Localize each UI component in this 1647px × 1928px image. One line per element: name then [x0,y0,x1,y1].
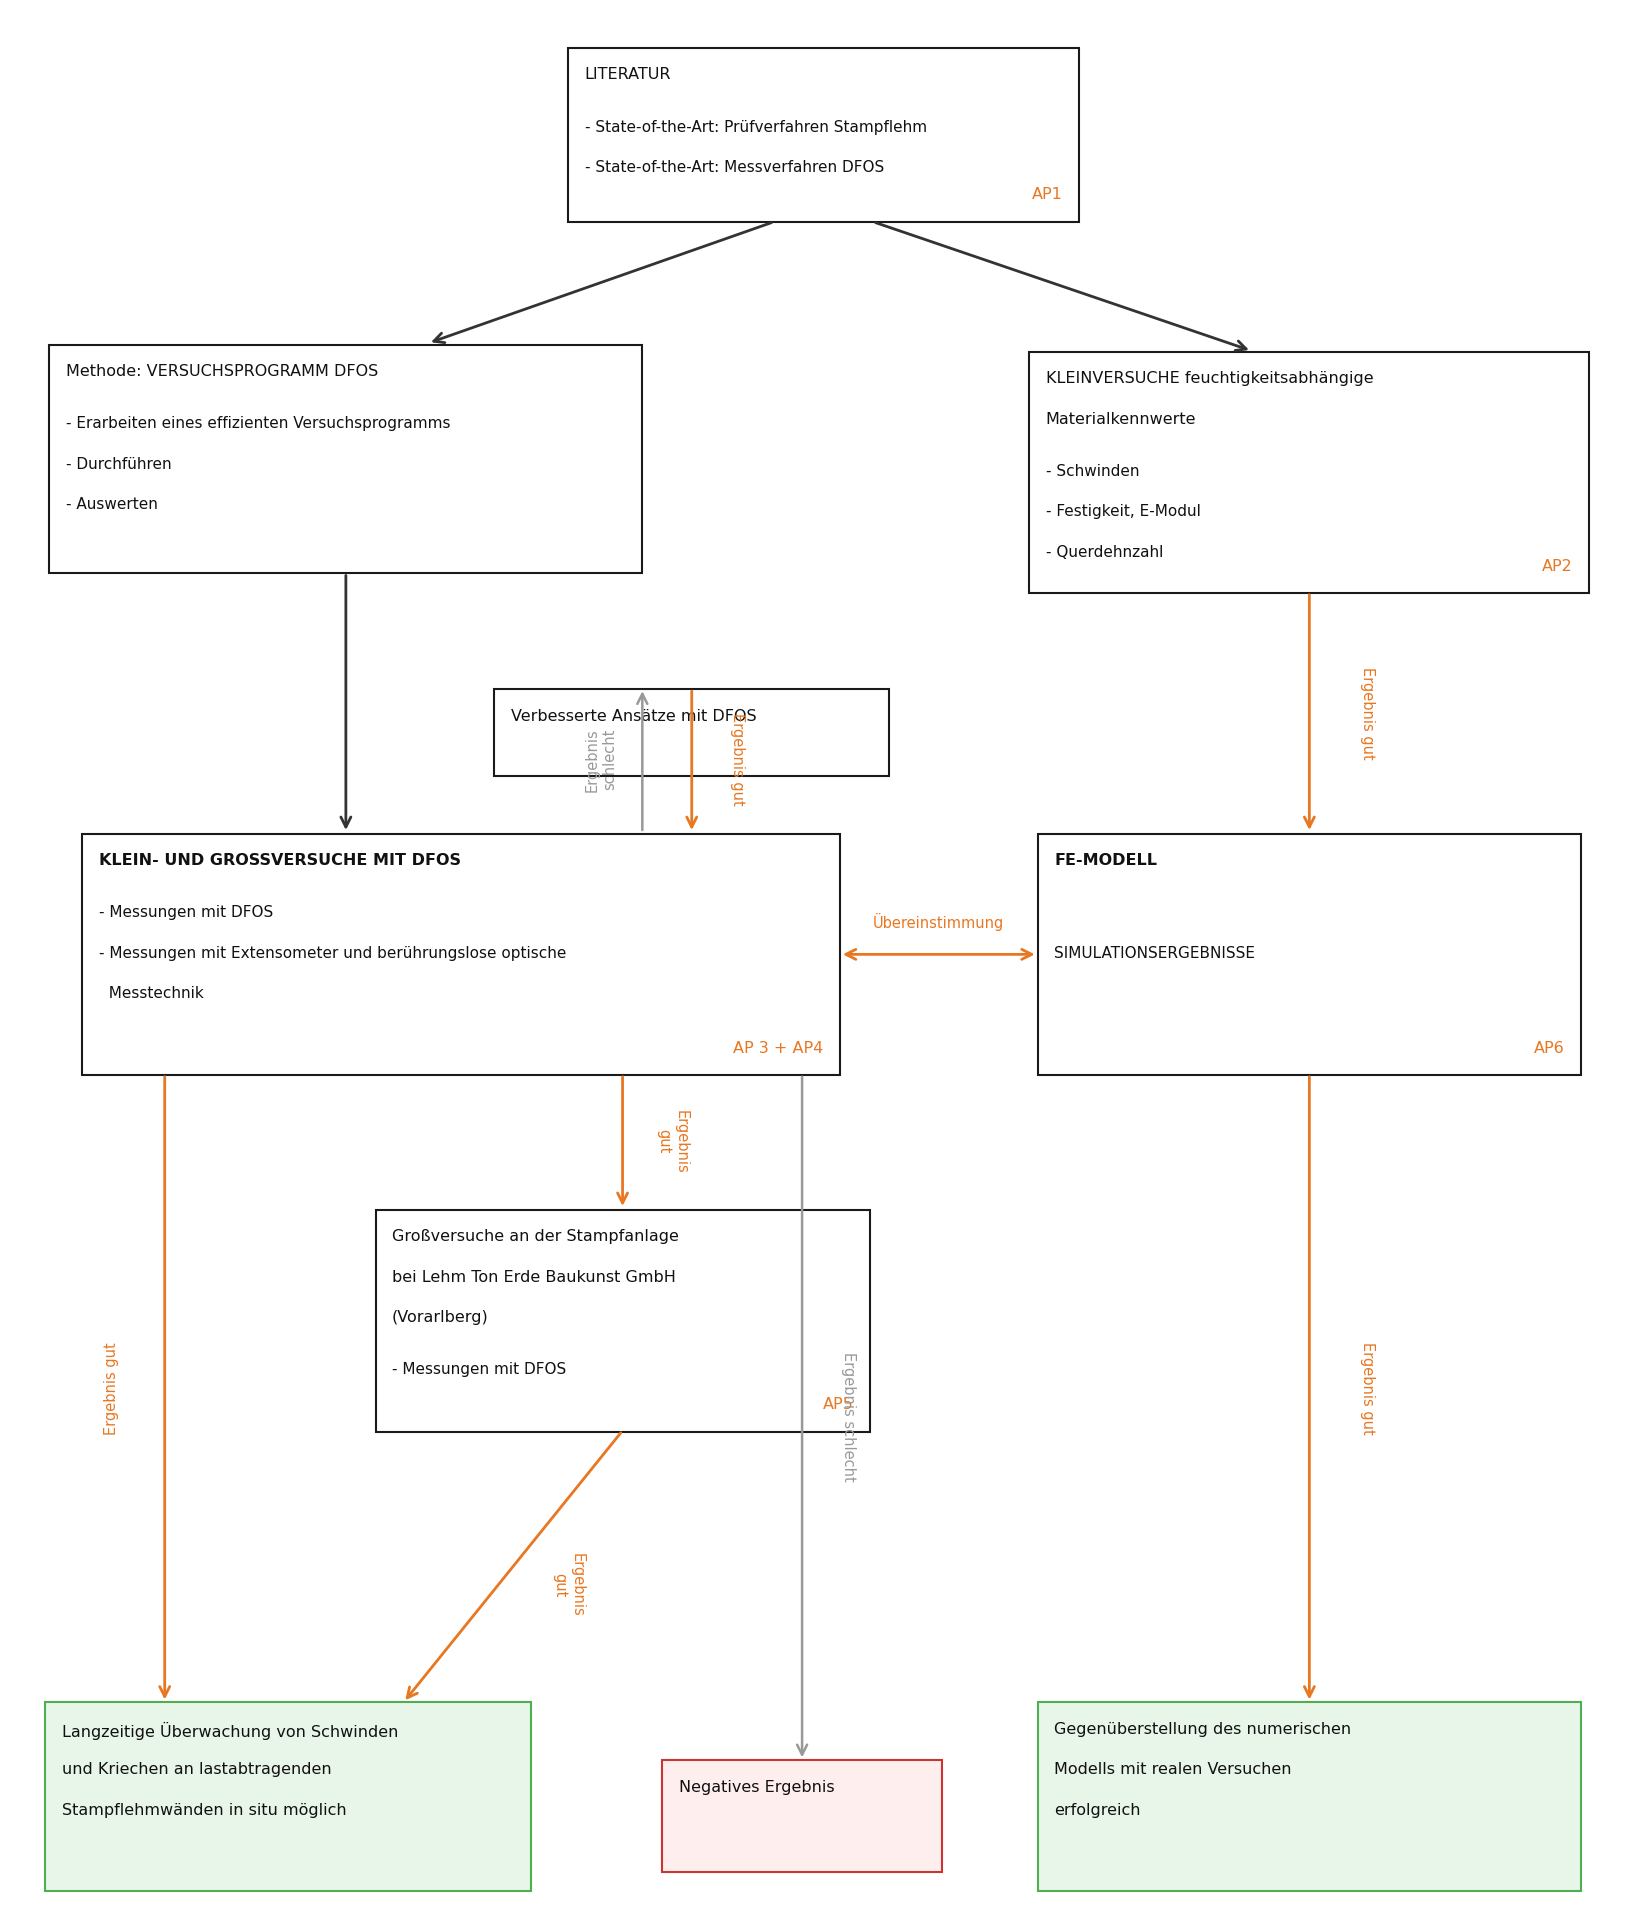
Text: FE-MODELL: FE-MODELL [1054,852,1158,868]
Text: erfolgreich: erfolgreich [1054,1803,1141,1818]
Text: Modells mit realen Versuchen: Modells mit realen Versuchen [1054,1762,1291,1778]
Text: - Querdehnzahl: - Querdehnzahl [1046,546,1163,559]
Text: bei Lehm Ton Erde Baukunst GmbH: bei Lehm Ton Erde Baukunst GmbH [392,1271,675,1284]
FancyBboxPatch shape [568,48,1079,222]
Text: - Durchführen: - Durchführen [66,457,171,472]
Text: - Messungen mit DFOS: - Messungen mit DFOS [392,1361,567,1377]
Text: Ergebnis gut: Ergebnis gut [730,713,746,806]
Text: KLEINVERSUCHE feuchtigkeitsabhängige: KLEINVERSUCHE feuchtigkeitsabhängige [1046,370,1374,386]
Text: AP1: AP1 [1031,187,1062,202]
Text: Übereinstimmung: Übereinstimmung [873,912,1005,931]
FancyBboxPatch shape [1029,351,1589,594]
Text: LITERATUR: LITERATUR [585,67,672,83]
Text: und Kriechen an lastabtragenden: und Kriechen an lastabtragenden [63,1762,331,1778]
Text: Verbesserte Ansätze mit DFOS: Verbesserte Ansätze mit DFOS [511,708,756,723]
Text: - Erarbeiten eines effizienten Versuchsprogramms: - Erarbeiten eines effizienten Versuchsp… [66,416,450,432]
Text: - State-of-the-Art: Prüfverfahren Stampflehm: - State-of-the-Art: Prüfverfahren Stampf… [585,120,927,135]
Text: - Auswerten: - Auswerten [66,497,158,513]
Text: Gegenüberstellung des numerischen: Gegenüberstellung des numerischen [1054,1722,1351,1737]
Text: (Vorarlberg): (Vorarlberg) [392,1311,489,1325]
Text: - Schwinden: - Schwinden [1046,465,1140,478]
Text: Methode: VERSUCHSPROGRAMM DFOS: Methode: VERSUCHSPROGRAMM DFOS [66,364,379,380]
Text: Langzeitige Überwachung von Schwinden: Langzeitige Überwachung von Schwinden [63,1722,399,1739]
Text: - Messungen mit Extensometer und berührungslose optische: - Messungen mit Extensometer und berühru… [99,947,567,960]
FancyBboxPatch shape [46,1702,530,1891]
Text: Ergebnis
gut: Ergebnis gut [552,1552,585,1618]
Text: Stampflehmwänden in situ möglich: Stampflehmwänden in situ möglich [63,1803,346,1818]
Text: - Messungen mit DFOS: - Messungen mit DFOS [99,906,273,920]
Text: Ergebnis schlecht: Ergebnis schlecht [840,1352,856,1483]
Text: Ergebnis
schlecht: Ergebnis schlecht [585,727,618,792]
FancyBboxPatch shape [49,345,642,573]
Text: AP5: AP5 [822,1398,853,1411]
Text: AP6: AP6 [1533,1041,1565,1057]
FancyBboxPatch shape [662,1760,942,1872]
FancyBboxPatch shape [82,833,840,1076]
FancyBboxPatch shape [376,1211,870,1431]
Text: AP 3 + AP4: AP 3 + AP4 [733,1041,824,1057]
Text: SIMULATIONSERGEBNISSE: SIMULATIONSERGEBNISSE [1054,947,1255,960]
Text: AP2: AP2 [1542,559,1573,575]
Text: Negatives Ergebnis: Negatives Ergebnis [679,1780,833,1795]
Text: - State-of-the-Art: Messverfahren DFOS: - State-of-the-Art: Messverfahren DFOS [585,160,884,175]
Text: Messtechnik: Messtechnik [99,987,204,1001]
Text: Materialkennwerte: Materialkennwerte [1046,413,1196,426]
Text: Großversuche an der Stampfanlage: Großversuche an der Stampfanlage [392,1230,679,1244]
FancyBboxPatch shape [1038,1702,1581,1891]
FancyBboxPatch shape [494,688,889,775]
Text: Ergebnis gut: Ergebnis gut [1359,1342,1375,1434]
Text: Ergebnis
gut: Ergebnis gut [656,1109,688,1174]
Text: - Festigkeit, E-Modul: - Festigkeit, E-Modul [1046,505,1201,519]
FancyBboxPatch shape [1038,833,1581,1076]
Text: Ergebnis gut: Ergebnis gut [104,1342,120,1434]
Text: Ergebnis gut: Ergebnis gut [1359,667,1375,760]
Text: KLEIN- UND GROSSVERSUCHE MIT DFOS: KLEIN- UND GROSSVERSUCHE MIT DFOS [99,852,461,868]
